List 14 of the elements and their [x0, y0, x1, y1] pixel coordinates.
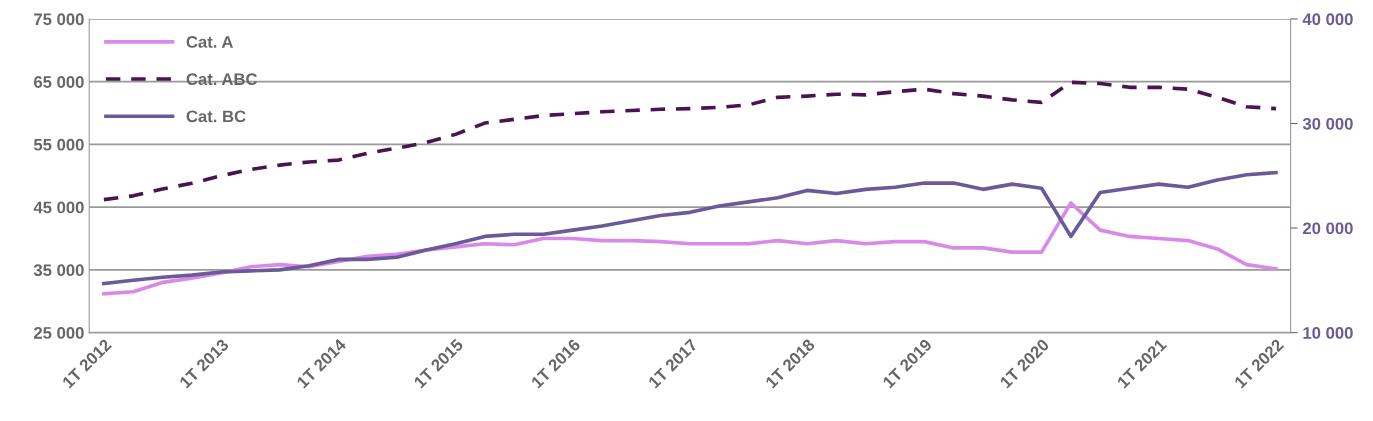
- y2-tick-label: 30 000: [1302, 117, 1353, 130]
- legend-label: Cat. A: [186, 36, 233, 48]
- line-series: [102, 201, 1278, 296]
- y2-tick-label: 20 000: [1303, 222, 1353, 235]
- y-tick-label: 55 000: [33, 138, 84, 151]
- y2-tick-label: 40 000: [1302, 13, 1353, 26]
- y-tick-label: 45 000: [33, 201, 84, 214]
- line-series: [102, 170, 1278, 286]
- legend-label: Cat. BC: [186, 110, 246, 123]
- y-tick-label: 25 000: [33, 326, 84, 339]
- y-tick-label: 35 000: [33, 264, 84, 277]
- y-tick-label: 75 000: [34, 13, 84, 26]
- y-tick-label: 65 000: [34, 76, 84, 88]
- y2-tick-label: 10 000: [1303, 326, 1353, 339]
